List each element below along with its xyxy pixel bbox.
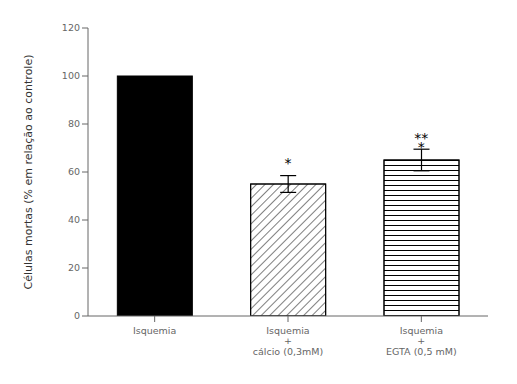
- svg-text:60: 60: [68, 166, 80, 177]
- svg-text:*: *: [285, 155, 292, 171]
- svg-text:120: 120: [62, 22, 80, 33]
- svg-text:Células mortas (% em relação a: Células mortas (% em relação ao controle…: [22, 55, 35, 290]
- svg-text:40: 40: [68, 214, 80, 225]
- svg-text:20: 20: [68, 262, 80, 273]
- svg-text:Isquemia: Isquemia: [133, 325, 176, 336]
- svg-text:Isquemia+cálcio (0,3mM): Isquemia+cálcio (0,3mM): [253, 325, 323, 358]
- svg-text:80: 80: [68, 118, 80, 129]
- svg-text:Isquemia+EGTA (0,5 mM): Isquemia+EGTA (0,5 mM): [386, 325, 457, 358]
- svg-text:0: 0: [74, 310, 80, 321]
- svg-text:*: *: [418, 139, 425, 155]
- svg-text:100: 100: [62, 70, 80, 81]
